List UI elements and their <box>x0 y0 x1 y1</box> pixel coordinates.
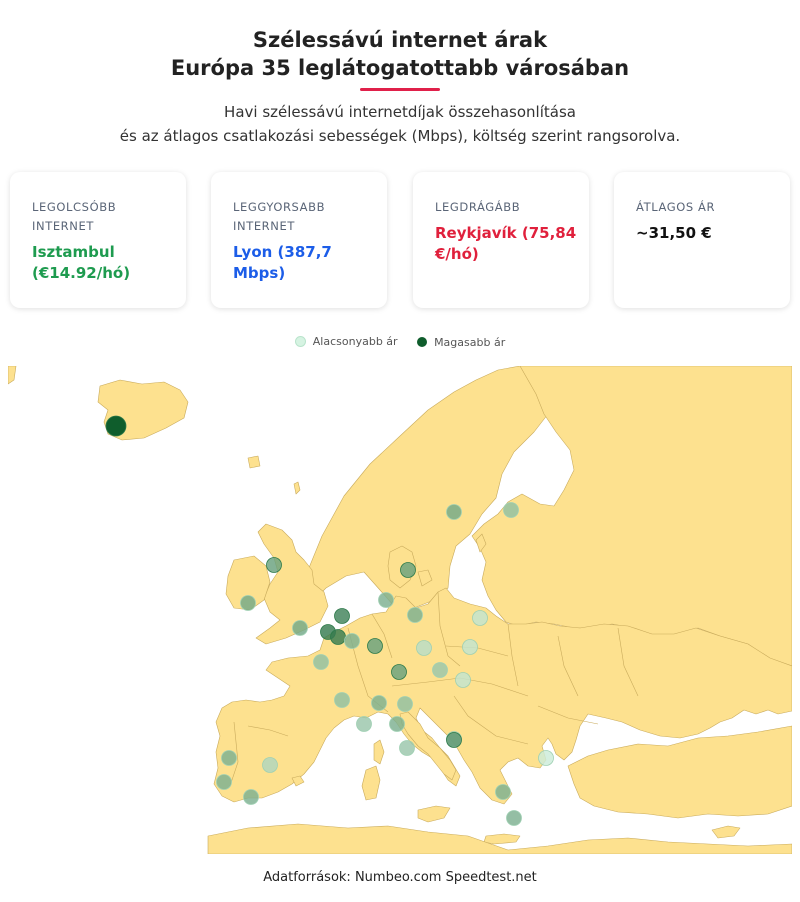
most-expensive-card: LEGDRÁGÁBB Reykjavík (75,84 €/hó) <box>413 172 589 308</box>
city-marker-istanbul[interactable]: Istanbul <box>538 750 554 766</box>
data-sources: Adatforrások: Numbeo.com Speedtest.net <box>263 870 537 885</box>
city-marker-milan[interactable]: Milan <box>356 716 372 732</box>
card-label: LEGGYORSABB INTERNET <box>233 200 326 233</box>
svalbard-edge-land <box>247 455 261 469</box>
city-marker-munich[interactable]: Munich <box>391 664 407 680</box>
border-line <box>445 645 509 657</box>
europe-map[interactable]: Reykjavík Stockholm Helsinki Copenhagen Edin… <box>8 366 792 854</box>
city-marker-lyon[interactable]: Lyon <box>334 692 350 708</box>
border-line <box>437 591 461 667</box>
gotland-land <box>475 533 487 553</box>
city-marker-krak-w[interactable]: Kraków <box>462 639 478 655</box>
subtitle-line-2: és az átlagos csatlakozási sebességek (M… <box>119 127 681 145</box>
city-marker-athens[interactable]: Athens <box>495 784 511 800</box>
cheapest-internet-card: LEGOLCSÓBB INTERNET Isztambul (€14.92/hó… <box>10 172 186 308</box>
anatolia-land <box>567 725 792 819</box>
page-title-line-2: Európa 35 leglátogatottabb városában <box>170 56 630 80</box>
city-marker-hamburg[interactable]: Hamburg <box>378 592 394 608</box>
city-marker-reykjav-k[interactable]: Reykjavík <box>105 415 127 437</box>
border-line <box>537 705 599 725</box>
city-marker-z-rich[interactable]: Zürich <box>371 695 387 711</box>
city-marker-copenhagen[interactable]: Copenhagen <box>400 562 416 578</box>
card-label: ÁTLAGOS ÁR <box>636 200 716 214</box>
city-marker-paris[interactable]: Paris <box>313 654 329 670</box>
zealand-land <box>417 569 433 587</box>
sicily-land <box>417 805 451 823</box>
card-value: Lyon (387,7 Mbps) <box>233 243 332 282</box>
city-marker-amsterdam[interactable]: Amsterdam <box>334 608 350 624</box>
border-line <box>453 695 529 745</box>
city-marker-seville[interactable]: Seville <box>243 789 259 805</box>
city-marker-florence[interactable]: Florence <box>399 740 415 756</box>
city-marker-warsaw[interactable]: Warsaw <box>472 610 488 626</box>
legend-label-low: Alacsonyabb ár <box>312 335 398 348</box>
city-marker-budapest[interactable]: Budapest <box>455 672 471 688</box>
border-line <box>247 725 289 737</box>
italy-extension-land <box>399 711 457 781</box>
low-price-swatch <box>294 336 306 347</box>
page-title-line-1: Szélessávú internet árak <box>252 28 548 52</box>
city-marker-lisbon[interactable]: Lisbon <box>216 774 232 790</box>
city-marker-stockholm[interactable]: Stockholm <box>446 504 462 520</box>
border-line <box>557 635 579 697</box>
city-marker-berlin[interactable]: Berlin <box>407 607 423 623</box>
border-line <box>507 623 519 687</box>
cyprus-land <box>711 825 741 839</box>
city-marker-frankfurt[interactable]: Frankfurt <box>367 638 383 654</box>
card-value: Isztambul (€14.92/hó) <box>32 243 131 282</box>
city-marker-santorini[interactable]: Santorini <box>506 810 522 826</box>
legend-item-low: Alacsonyabb ár <box>294 335 398 348</box>
average-price-card: ÁTLAGOS ÁR ~31,50 € <box>614 172 790 308</box>
high-price-swatch <box>417 337 428 347</box>
city-marker-cologne[interactable]: Cologne <box>344 633 360 649</box>
card-value: Reykjavík (75,84 €/hó) <box>435 224 577 263</box>
city-marker-bruges[interactable]: Bruges <box>330 629 346 645</box>
sardinia-land <box>361 765 381 801</box>
corsica-land <box>373 739 385 765</box>
city-marker-london[interactable]: London <box>292 620 308 636</box>
border-line <box>229 721 239 787</box>
border-line <box>617 627 639 697</box>
city-marker-dublin[interactable]: Dublin <box>240 595 256 611</box>
title-accent-rule <box>360 88 440 91</box>
map-legend: Alacsonyabb ár Magasabb ár <box>0 335 800 351</box>
border-line <box>371 613 393 659</box>
city-marker-prague[interactable]: Prague <box>416 640 432 656</box>
city-markers: Reykjavík Stockholm Helsinki Copenhagen Edin… <box>105 415 554 826</box>
card-value: ~31,50 € <box>636 224 712 242</box>
legend-label-high: Magasabb ár <box>434 335 506 349</box>
finland-baltic-east-land <box>471 366 792 667</box>
city-marker-edinburgh[interactable]: Edinburgh <box>266 557 282 573</box>
greenland-edge-land <box>8 366 17 385</box>
card-label: LEGOLCSÓBB INTERNET <box>32 200 117 233</box>
city-marker-madrid[interactable]: Madrid <box>262 757 278 773</box>
subtitle-line-1: Havi szélessávú internetdíjak összehason… <box>224 103 576 121</box>
shetland-land <box>293 481 301 495</box>
city-marker-nice[interactable]: Nice <box>389 716 405 732</box>
balearic-land <box>291 775 305 787</box>
fastest-internet-card: LEGGYORSABB INTERNET Lyon (387,7 Mbps) <box>211 172 387 308</box>
scandinavia-land <box>289 366 557 619</box>
legend-item-high: Magasabb ár <box>417 336 505 349</box>
card-label: LEGDRÁGÁBB <box>435 200 521 214</box>
city-marker-venice[interactable]: Venice <box>397 696 413 712</box>
city-marker-vienna[interactable]: Vienna <box>432 662 448 678</box>
ireland-land <box>225 555 271 611</box>
city-marker-porto[interactable]: Porto <box>221 750 237 766</box>
city-marker-dubrovnik[interactable]: Dubrovnik <box>446 732 462 748</box>
north-africa-land <box>207 823 792 854</box>
city-marker-helsinki[interactable]: Helsinki <box>503 502 519 518</box>
